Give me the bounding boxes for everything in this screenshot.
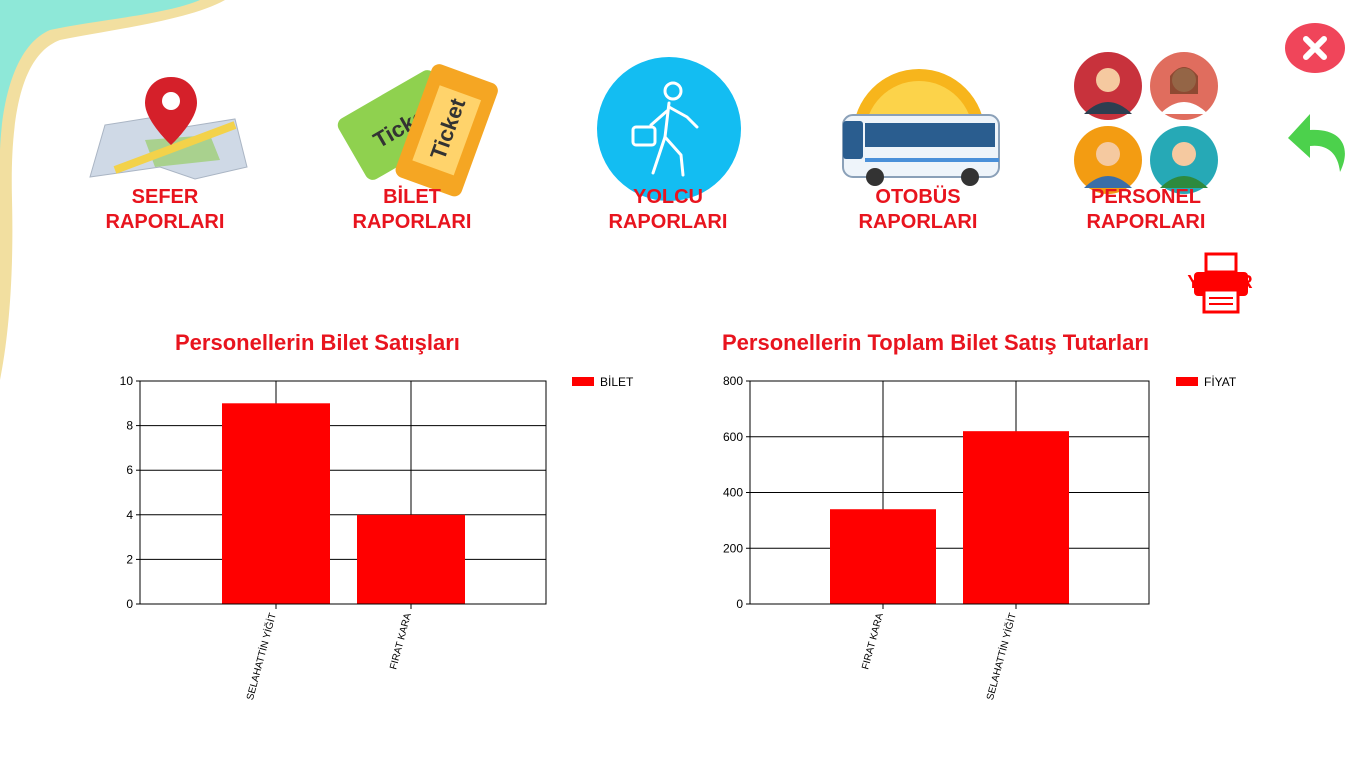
x-tick-label: FIRAT KARA (860, 612, 886, 671)
print-button[interactable]: YAZDIR (1180, 252, 1260, 314)
x-tick-label: SELAHATTİN YİĞİT (983, 611, 1019, 701)
y-tick-label: 8 (126, 419, 133, 433)
back-button[interactable] (1286, 110, 1350, 176)
map-pin-icon (89, 77, 248, 180)
printer-icon (1194, 252, 1248, 314)
x-tick-label: SELAHATTİN YİĞİT (243, 611, 279, 701)
nav-label: OTOBÜS RAPORLARI (858, 186, 978, 233)
nav-otobus-raporlari[interactable]: OTOBÜS RAPORLARI (835, 65, 1005, 240)
chart-title: Personellerin Toplam Bilet Satış Tutarla… (722, 330, 1150, 355)
staff-avatars-icon (1074, 52, 1218, 194)
y-tick-label: 800 (723, 374, 743, 388)
nav-personel-raporlari[interactable]: PERSONEL RAPORLARI (1070, 50, 1225, 240)
print-label: YAZDIR (1187, 272, 1253, 292)
y-tick-label: 400 (723, 486, 743, 500)
nav-label: BİLET RAPORLARI (352, 186, 472, 233)
nav-label: YOLCU RAPORLARI (608, 186, 728, 233)
nav-sefer-raporlari[interactable]: SEFER RAPORLARI (80, 70, 255, 240)
y-tick-label: 10 (120, 374, 134, 388)
nav-label: PERSONEL RAPORLARI (1086, 186, 1206, 233)
bar (357, 514, 465, 604)
nav-label: SEFER RAPORLARI (105, 186, 225, 233)
beach-corner-decoration (0, 0, 225, 380)
y-tick-label: 0 (126, 597, 133, 611)
bus-icon (842, 69, 1000, 186)
y-tick-label: 600 (723, 430, 743, 444)
y-tick-label: 0 (736, 597, 743, 611)
nav-bilet-raporlari[interactable]: Ticket Ticket BİLET RAPORLARI (325, 35, 500, 240)
bar (830, 509, 936, 604)
plot-area-border (139, 380, 547, 605)
legend-label: BİLET (600, 375, 634, 389)
legend-label: FİYAT (1204, 375, 1237, 389)
nav-yolcu-raporlari[interactable]: YOLCU RAPORLARI (595, 55, 745, 240)
x-tick-label: FIRAT KARA (388, 612, 414, 671)
chart-title: Personellerin Bilet Satışları (175, 330, 460, 355)
bar (963, 431, 1069, 604)
ticket-icon: Ticket Ticket (337, 64, 498, 197)
bar (222, 403, 330, 604)
plot-area-border (749, 380, 1150, 605)
y-tick-label: 4 (126, 508, 133, 522)
y-tick-label: 6 (126, 463, 133, 477)
y-tick-label: 200 (723, 541, 743, 555)
legend-swatch (572, 377, 594, 386)
y-tick-label: 2 (126, 552, 133, 566)
legend-swatch (1176, 377, 1198, 386)
close-icon (1285, 23, 1345, 73)
close-button[interactable] (1285, 22, 1345, 74)
back-arrow-icon (1288, 114, 1345, 172)
traveler-icon (597, 57, 741, 201)
